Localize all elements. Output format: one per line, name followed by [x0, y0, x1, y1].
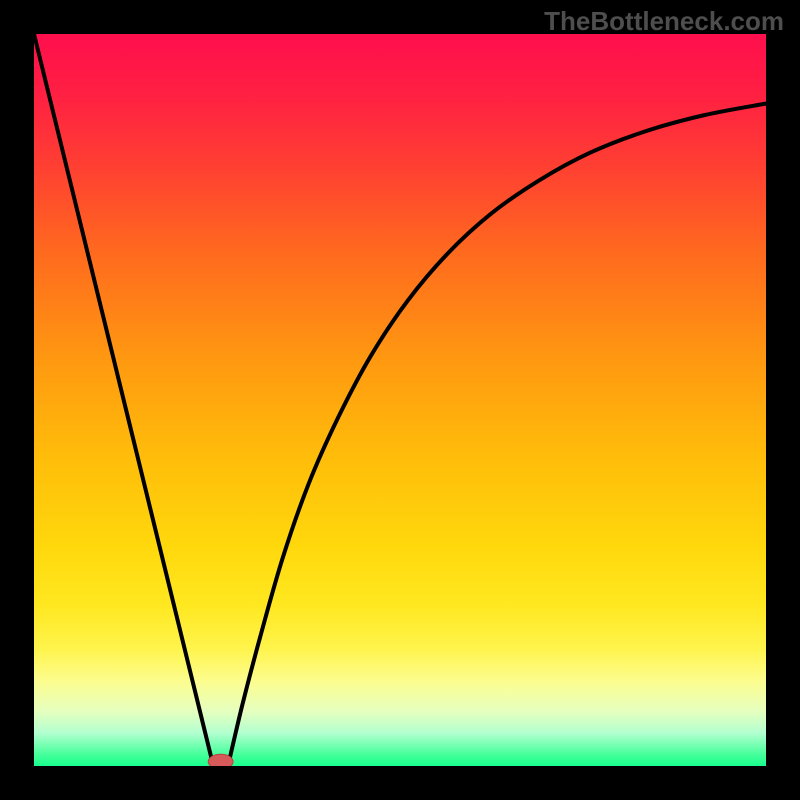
- plot-area: [34, 34, 766, 766]
- watermark-text: TheBottleneck.com: [544, 6, 784, 37]
- gradient-background: [34, 34, 766, 766]
- chart-frame: TheBottleneck.com: [0, 0, 800, 800]
- optimal-point-marker: [208, 754, 233, 766]
- plot-svg: [34, 34, 766, 766]
